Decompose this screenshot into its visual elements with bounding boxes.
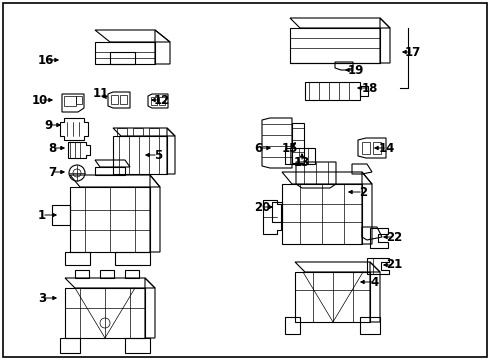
Bar	[133, 128, 143, 136]
Bar	[282, 184, 362, 244]
Bar	[111, 95, 118, 104]
Bar	[290, 28, 380, 63]
Bar	[362, 142, 370, 154]
Bar	[110, 52, 135, 64]
Bar	[76, 96, 82, 104]
Text: 22: 22	[386, 230, 402, 243]
Bar	[373, 142, 381, 154]
Bar	[95, 167, 125, 175]
Bar	[75, 270, 89, 278]
Text: 5: 5	[154, 149, 162, 162]
Text: 3: 3	[38, 292, 46, 305]
Text: 7: 7	[48, 166, 56, 179]
Text: 8: 8	[48, 141, 56, 154]
Bar	[70, 187, 150, 252]
Text: 21: 21	[386, 258, 402, 271]
Text: 10: 10	[32, 94, 48, 107]
Text: 11: 11	[93, 86, 109, 99]
Text: 19: 19	[348, 63, 364, 77]
Text: 15: 15	[282, 141, 298, 154]
Text: 2: 2	[359, 185, 367, 198]
Text: 18: 18	[362, 81, 378, 95]
Bar	[295, 272, 370, 322]
Bar	[292, 123, 304, 163]
Bar	[113, 136, 167, 174]
Text: 14: 14	[379, 141, 395, 154]
Bar	[305, 82, 360, 100]
Bar	[125, 270, 139, 278]
Bar	[100, 270, 114, 278]
Text: 17: 17	[405, 45, 421, 59]
Text: 9: 9	[44, 118, 52, 131]
Bar	[159, 97, 165, 105]
Text: 20: 20	[254, 201, 270, 213]
Text: 13: 13	[294, 156, 310, 168]
Bar	[120, 95, 127, 104]
Bar	[64, 96, 76, 106]
Text: 4: 4	[371, 275, 379, 288]
Bar	[117, 128, 127, 136]
Text: 1: 1	[38, 208, 46, 221]
Text: 6: 6	[254, 141, 262, 154]
Text: 16: 16	[38, 54, 54, 67]
Bar	[149, 128, 159, 136]
Bar	[360, 86, 368, 96]
Bar	[151, 97, 157, 105]
Bar	[285, 148, 315, 164]
Bar	[65, 288, 145, 338]
Text: 12: 12	[154, 94, 170, 107]
Bar	[95, 42, 155, 64]
